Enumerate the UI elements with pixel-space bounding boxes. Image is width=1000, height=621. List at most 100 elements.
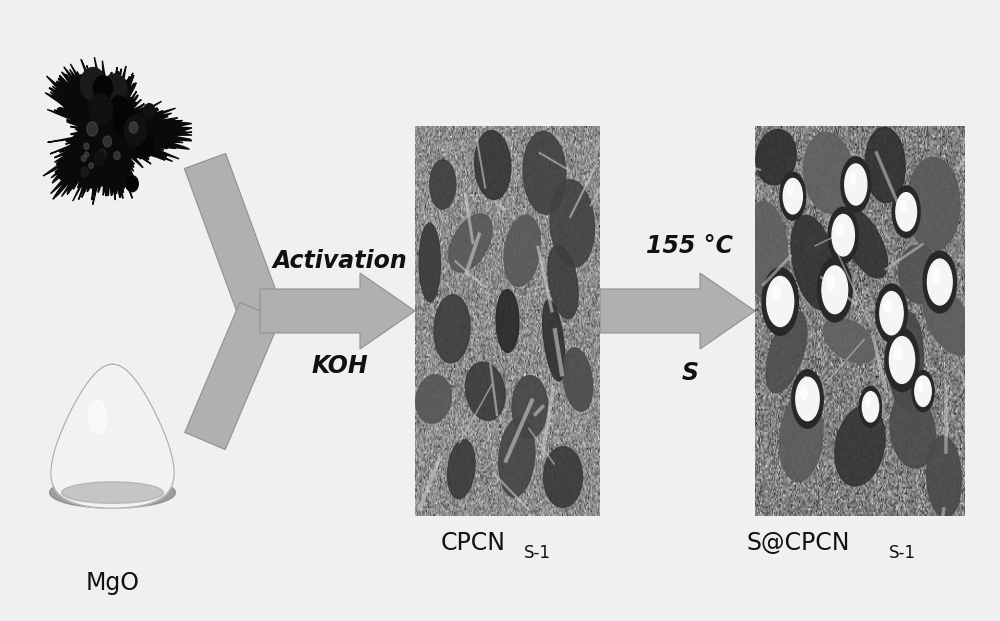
Circle shape (918, 382, 923, 391)
Ellipse shape (419, 224, 440, 302)
Circle shape (927, 259, 952, 305)
Ellipse shape (62, 482, 163, 504)
Ellipse shape (496, 289, 519, 352)
Ellipse shape (543, 446, 583, 507)
Ellipse shape (523, 132, 566, 214)
Circle shape (126, 176, 138, 192)
Ellipse shape (779, 394, 823, 481)
Circle shape (87, 122, 98, 136)
Circle shape (129, 122, 138, 133)
Circle shape (832, 214, 854, 256)
Ellipse shape (766, 312, 807, 392)
Circle shape (81, 167, 89, 177)
Circle shape (787, 186, 793, 196)
Circle shape (94, 152, 105, 166)
Circle shape (114, 152, 120, 160)
Ellipse shape (756, 130, 796, 185)
Circle shape (912, 371, 934, 412)
Circle shape (143, 104, 155, 119)
Ellipse shape (416, 375, 451, 423)
Text: S-1: S-1 (889, 544, 916, 562)
Circle shape (98, 149, 107, 160)
Text: S: S (682, 361, 698, 385)
Circle shape (80, 68, 106, 101)
Circle shape (93, 76, 112, 101)
Ellipse shape (791, 215, 837, 310)
Ellipse shape (923, 287, 973, 355)
Circle shape (892, 186, 920, 238)
Circle shape (89, 163, 93, 169)
Polygon shape (260, 273, 415, 349)
Circle shape (85, 152, 89, 157)
Circle shape (116, 107, 137, 134)
Circle shape (772, 286, 780, 302)
Ellipse shape (434, 295, 470, 363)
Circle shape (862, 392, 879, 422)
Circle shape (796, 378, 819, 420)
Circle shape (136, 134, 153, 156)
Polygon shape (185, 302, 280, 450)
Circle shape (885, 300, 892, 313)
Circle shape (783, 178, 802, 214)
Ellipse shape (465, 362, 505, 420)
Circle shape (900, 201, 906, 212)
Ellipse shape (448, 440, 475, 499)
Ellipse shape (907, 157, 960, 251)
Ellipse shape (927, 436, 961, 518)
Circle shape (889, 337, 915, 383)
Text: Activation: Activation (273, 249, 407, 273)
Circle shape (894, 346, 902, 360)
Text: CPCN: CPCN (440, 531, 506, 555)
Ellipse shape (563, 348, 593, 411)
Circle shape (841, 156, 871, 212)
Polygon shape (43, 57, 192, 204)
Circle shape (762, 268, 798, 335)
Circle shape (822, 266, 848, 314)
Circle shape (84, 143, 89, 150)
Ellipse shape (499, 418, 535, 497)
Circle shape (876, 284, 907, 342)
Ellipse shape (504, 215, 540, 286)
Circle shape (932, 268, 940, 282)
Ellipse shape (550, 179, 594, 267)
Ellipse shape (512, 376, 547, 438)
Circle shape (836, 223, 843, 235)
Ellipse shape (841, 208, 888, 278)
Ellipse shape (865, 127, 905, 203)
Ellipse shape (835, 406, 885, 486)
Ellipse shape (889, 312, 923, 408)
Circle shape (114, 108, 135, 137)
Ellipse shape (475, 130, 511, 199)
Text: 155 °C: 155 °C (646, 234, 734, 258)
Text: S-1: S-1 (524, 544, 551, 562)
Circle shape (827, 276, 835, 290)
Circle shape (859, 386, 882, 427)
Circle shape (817, 258, 852, 322)
Circle shape (110, 96, 128, 119)
Ellipse shape (890, 392, 935, 468)
Circle shape (828, 207, 858, 263)
Circle shape (124, 116, 147, 145)
Ellipse shape (449, 214, 492, 272)
Circle shape (915, 376, 931, 406)
Circle shape (885, 329, 919, 392)
Circle shape (138, 131, 147, 144)
Text: KOH: KOH (312, 354, 368, 378)
Ellipse shape (743, 202, 788, 300)
Circle shape (845, 164, 867, 205)
Ellipse shape (430, 160, 456, 209)
Circle shape (767, 276, 794, 327)
Polygon shape (600, 273, 755, 349)
Circle shape (780, 172, 806, 220)
Ellipse shape (50, 477, 175, 508)
Ellipse shape (548, 245, 578, 319)
Circle shape (792, 369, 823, 428)
Circle shape (102, 74, 127, 106)
Circle shape (896, 193, 917, 231)
Circle shape (81, 155, 86, 161)
Circle shape (849, 172, 856, 184)
Ellipse shape (898, 245, 939, 303)
Ellipse shape (543, 300, 565, 381)
Circle shape (880, 292, 903, 335)
Polygon shape (184, 153, 281, 319)
